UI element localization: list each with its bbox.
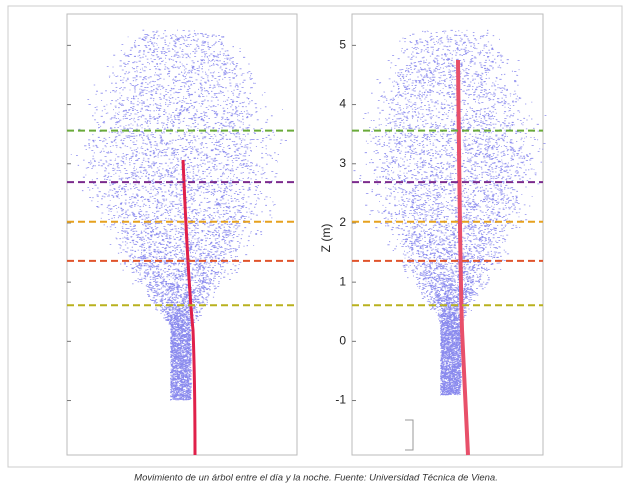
point-cloud (70, 29, 287, 401)
trunk (456, 59, 470, 456)
figure-frame (7, 5, 623, 468)
y-tick-label: 4 (339, 97, 346, 111)
y-tick-label: 3 (339, 156, 346, 170)
y-tick-label: 5 (339, 38, 346, 52)
right-panel-frame (351, 13, 544, 456)
y-tick-label: 2 (339, 215, 346, 229)
y-tick-label: 0 (339, 334, 346, 348)
point-cloud (353, 29, 547, 396)
y-axis-label: Z (m) (319, 224, 333, 253)
caption: Movimiento de un árbol entre el día y la… (134, 473, 498, 484)
y-tick-label: -1 (335, 393, 346, 407)
bracket (405, 419, 414, 451)
y-tick-label: 1 (339, 274, 346, 288)
left-panel-frame (66, 13, 298, 456)
trunk (181, 159, 197, 456)
